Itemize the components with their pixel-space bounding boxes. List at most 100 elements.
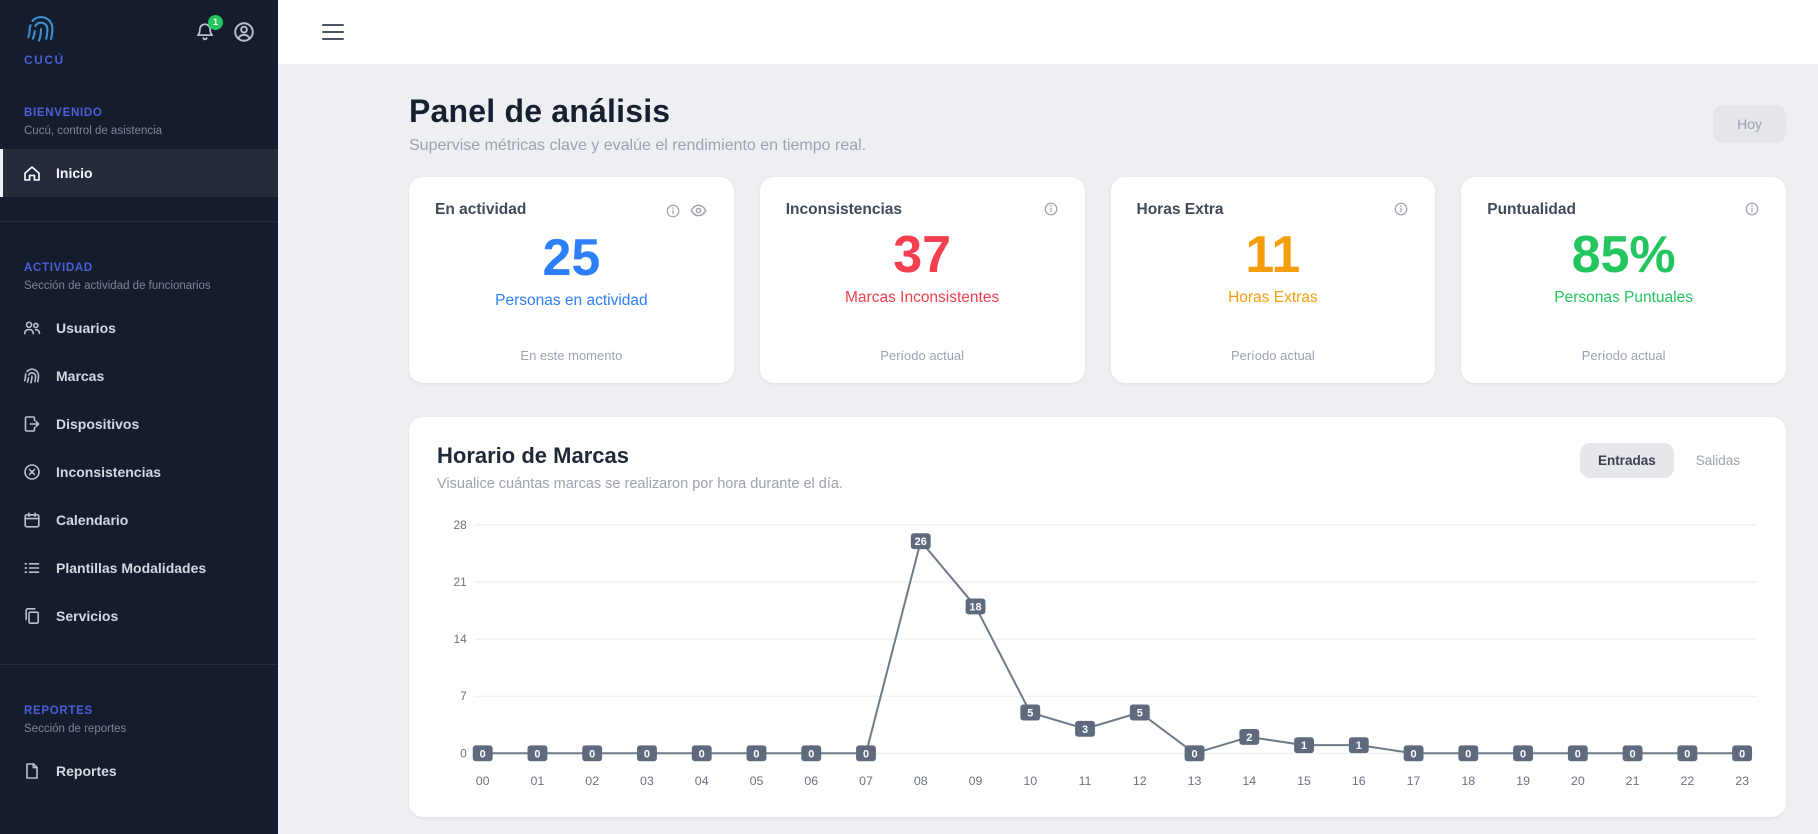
fingerprint-logo-icon [24, 12, 58, 51]
sidebar-section-reportes: REPORTES Sección de reportes [0, 705, 278, 735]
stat-card-title: Horas Extra [1136, 201, 1224, 218]
svg-text:0: 0 [1575, 748, 1581, 760]
stat-label: Marcas Inconsistentes [845, 288, 1000, 306]
svg-text:0: 0 [863, 748, 869, 760]
sidebar-header: CUCÚ 1 [0, 0, 278, 67]
sidebar-section-bienvenido: BIENVENIDO Cucú, control de asistencia [0, 107, 278, 137]
sidebar-item-label: Calendario [56, 512, 129, 528]
svg-text:0: 0 [534, 748, 540, 760]
sidebar-item-label: Dispositivos [56, 416, 140, 432]
svg-text:0: 0 [1191, 748, 1197, 760]
page-title: Panel de análisis [409, 93, 671, 129]
logo[interactable]: CUCÚ [24, 12, 65, 67]
sidebar-item-plantillas-modalidades[interactable]: Plantillas Modalidades [0, 544, 278, 592]
svg-text:09: 09 [969, 774, 983, 788]
info-icon[interactable] [1393, 201, 1409, 222]
sidebar-item-label: Usuarios [56, 320, 116, 336]
sidebar-item-marcas[interactable]: Marcas [0, 352, 278, 400]
stat-card-puntualidad: Puntualidad 85% Personas Puntuales Perío… [1461, 177, 1786, 383]
stat-value: 85% [1571, 226, 1676, 284]
svg-text:16: 16 [1352, 774, 1366, 788]
fingerprint-icon [22, 366, 42, 386]
svg-text:26: 26 [915, 536, 927, 548]
content: Panel de análisis Supervise métricas cla… [278, 64, 1818, 834]
notification-badge: 1 [208, 15, 223, 30]
stat-footer: En este momento [520, 348, 623, 363]
svg-text:1: 1 [1356, 740, 1362, 752]
sidebar-item-servicios[interactable]: Servicios [0, 592, 278, 640]
sidebar-item-calendario[interactable]: Calendario [0, 496, 278, 544]
sidebar-item-inicio[interactable]: Inicio [0, 149, 278, 197]
page-subtitle: Supervise métricas clave y evalúe el ren… [409, 137, 867, 154]
svg-text:0: 0 [1465, 748, 1471, 760]
svg-text:21: 21 [1626, 774, 1640, 788]
stat-label: Horas Extras [1228, 288, 1318, 306]
svg-text:01: 01 [531, 774, 545, 788]
list-icon [22, 558, 42, 578]
stat-card-title: En actividad [435, 201, 527, 218]
eye-icon[interactable] [689, 201, 708, 225]
stat-card-title: Inconsistencias [785, 201, 903, 218]
sidebar-item-label: Inicio [56, 165, 93, 181]
date-filter-button[interactable]: Hoy [1713, 105, 1786, 143]
x-circle-icon [22, 462, 42, 482]
svg-text:05: 05 [750, 774, 764, 788]
sidebar-item-label: Servicios [56, 608, 119, 624]
sidebar-item-usuarios[interactable]: Usuarios [0, 304, 278, 352]
sidebar-section-actividad: ACTIVIDAD Sección de actividad de funcio… [0, 262, 278, 292]
svg-text:00: 00 [476, 774, 490, 788]
marks-chart-card: Horario de Marcas Visualice cuántas marc… [409, 417, 1786, 817]
sidebar-item-reportes[interactable]: Reportes [0, 747, 278, 795]
stat-value: 37 [893, 226, 952, 284]
svg-text:0: 0 [699, 748, 705, 760]
sidebar-item-inconsistencias[interactable]: Inconsistencias [0, 448, 278, 496]
toggle-salidas-button[interactable]: Salidas [1678, 443, 1758, 478]
svg-text:02: 02 [585, 774, 599, 788]
sidebar-item-label: Plantillas Modalidades [56, 560, 207, 576]
svg-text:07: 07 [859, 774, 873, 788]
page-header: Panel de análisis Supervise métricas cla… [409, 93, 1786, 155]
svg-text:7: 7 [460, 689, 467, 703]
stat-card-title: Puntualidad [1487, 201, 1576, 218]
toggle-entradas-button[interactable]: Entradas [1579, 443, 1674, 478]
svg-text:10: 10 [1023, 774, 1037, 788]
svg-text:03: 03 [640, 774, 654, 788]
svg-text:14: 14 [454, 632, 468, 646]
svg-text:04: 04 [695, 774, 709, 788]
stat-value: 11 [1245, 226, 1301, 284]
info-icon[interactable] [1744, 201, 1760, 222]
calendar-icon [22, 510, 42, 530]
user-circle-icon[interactable] [232, 20, 256, 49]
stat-label: Personas Puntuales [1554, 288, 1693, 306]
svg-text:28: 28 [454, 518, 468, 532]
svg-text:0: 0 [808, 748, 814, 760]
section-label: REPORTES [24, 705, 93, 717]
svg-text:06: 06 [804, 774, 818, 788]
svg-text:0: 0 [460, 746, 467, 760]
sidebar-item-label: Reportes [56, 763, 117, 779]
svg-text:20: 20 [1571, 774, 1585, 788]
stat-footer: Período actual [1581, 348, 1666, 363]
home-icon [22, 163, 42, 183]
svg-text:0: 0 [753, 748, 759, 760]
chart-toggle-group: Entradas Salidas [1579, 443, 1758, 478]
sidebar-divider [0, 664, 278, 665]
svg-text:0: 0 [1411, 748, 1417, 760]
sidebar-item-label: Inconsistencias [56, 464, 162, 480]
sidebar-item-dispositivos[interactable]: Dispositivos [0, 400, 278, 448]
chart-title: Horario de Marcas [437, 443, 629, 468]
svg-text:2: 2 [1246, 732, 1252, 744]
section-label: ACTIVIDAD [24, 262, 93, 274]
svg-text:0: 0 [644, 748, 650, 760]
hamburger-icon[interactable] [322, 24, 344, 40]
stat-label: Personas en actividad [495, 291, 648, 309]
topbar [278, 0, 1818, 64]
svg-text:19: 19 [1516, 774, 1530, 788]
nav-reportes: Reportes [0, 747, 278, 795]
info-icon[interactable] [665, 203, 681, 224]
svg-text:14: 14 [1242, 774, 1256, 788]
notifications-button[interactable]: 1 [194, 15, 223, 48]
info-icon[interactable] [1043, 201, 1059, 222]
svg-text:21: 21 [454, 575, 468, 589]
